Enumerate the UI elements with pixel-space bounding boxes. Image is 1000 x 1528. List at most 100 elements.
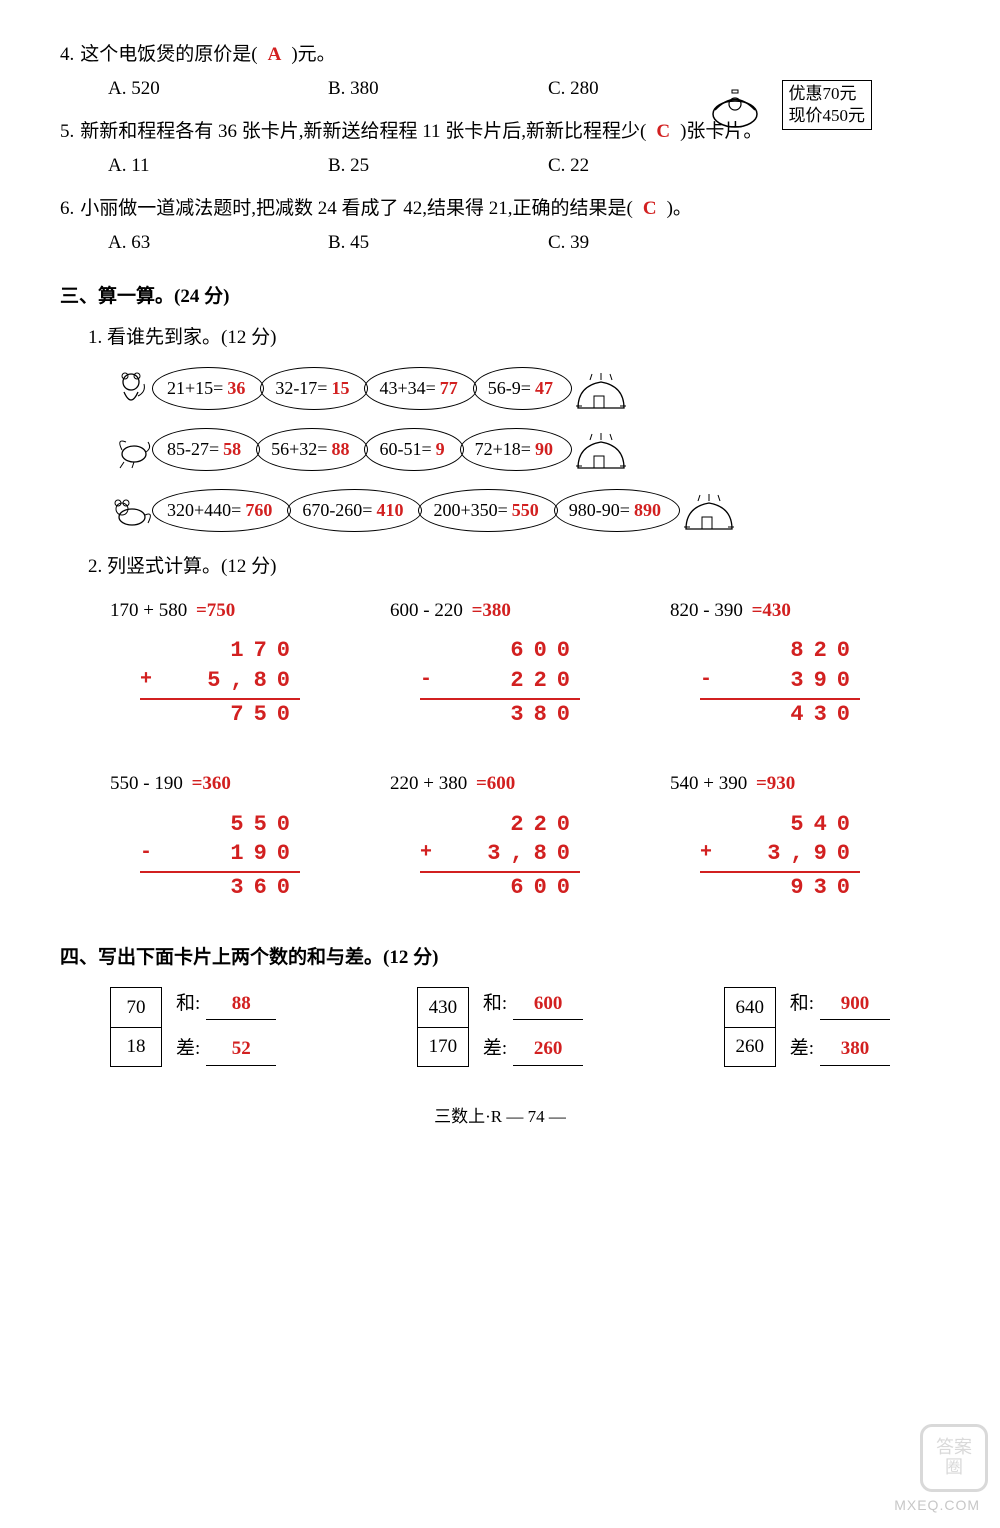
- calc-bubble: 60-51=9: [364, 428, 463, 471]
- card-b: 260: [724, 1027, 776, 1067]
- choice-a: A. 520: [108, 74, 328, 104]
- calc-bubble: 980-90=890: [554, 489, 680, 532]
- race-row: 320+440=760670-260=410200+350=550980-90=…: [110, 489, 940, 532]
- animal-icon: [110, 428, 152, 470]
- v-header: 540 + 390: [670, 773, 752, 794]
- ans: 88: [327, 435, 353, 464]
- vertical-row-1: 170 + 580 =750 170+5,80750 600 - 220 =3806…: [110, 596, 900, 729]
- choice-b: B. 45: [328, 228, 548, 258]
- choice-c: C. 22: [548, 151, 768, 181]
- expr: 56+32=: [271, 435, 327, 464]
- v-header: 820 - 390: [670, 600, 748, 621]
- page-footer: 三数上·R — 74 —: [60, 1103, 940, 1130]
- v-ans: =750: [192, 600, 239, 621]
- choice-c: C. 39: [548, 228, 768, 258]
- calc-bubble: 56-9=47: [473, 367, 572, 410]
- expr: 32-17=: [275, 374, 327, 403]
- vertical-calc: 540 + 390 =930540+3,90930: [670, 769, 900, 902]
- card-stack: 7018: [110, 987, 162, 1067]
- card-a: 430: [417, 987, 469, 1027]
- v-ans: =600: [472, 773, 519, 794]
- sum-ans: 88: [206, 989, 276, 1020]
- ans: 36: [223, 374, 249, 403]
- calc-bubble: 43+34=77: [364, 367, 476, 410]
- card-group: 640260 和:900 差:380: [724, 987, 890, 1067]
- vertical-calc: 220 + 380 =600220+3,80600: [390, 769, 620, 902]
- ans: 77: [436, 374, 462, 403]
- q-text: 这个电饭煲的原价是(: [80, 40, 257, 70]
- card-b: 18: [110, 1027, 162, 1067]
- ans: 410: [372, 496, 407, 525]
- ans: 47: [531, 374, 557, 403]
- section-3-title: 三、算一算。(24 分): [60, 282, 940, 312]
- promo-box: 优惠70元 现价450元: [782, 80, 873, 130]
- expr: 85-27=: [167, 435, 219, 464]
- sum-ans: 900: [820, 989, 890, 1020]
- diff-ans: 260: [513, 1034, 583, 1065]
- expr: 72+18=: [475, 435, 531, 464]
- expr: 670-260=: [302, 496, 372, 525]
- v-work: 170+5,80750: [140, 636, 300, 729]
- v-ans: =360: [188, 773, 235, 794]
- v-ans: =430: [748, 600, 795, 621]
- card-a: 70: [110, 987, 162, 1027]
- q-answer: A: [264, 40, 286, 70]
- sub-3-1: 1. 看谁先到家。(12 分): [88, 323, 940, 353]
- expr: 56-9=: [488, 374, 531, 403]
- q-answer: C: [652, 117, 674, 147]
- expr: 21+15=: [167, 374, 223, 403]
- q-num: 6.: [60, 194, 74, 224]
- card-stack: 640260: [724, 987, 776, 1067]
- vertical-calc: 820 - 390 =430820-390430: [670, 596, 900, 729]
- house-icon: [572, 368, 630, 410]
- calc-bubble: 56+32=88: [256, 428, 368, 471]
- animal-icon: [110, 489, 152, 531]
- v-ans: =380: [468, 600, 515, 621]
- sum-line: 和:600: [483, 989, 583, 1020]
- q-num: 4.: [60, 40, 74, 70]
- sub-3-2: 2. 列竖式计算。(12 分): [88, 552, 940, 582]
- v-header: 170 + 580: [110, 600, 192, 621]
- sum-line: 和:900: [790, 989, 890, 1020]
- card-group: 7018和:88差:52: [110, 987, 276, 1067]
- ans: 9: [432, 435, 449, 464]
- ans: 550: [508, 496, 543, 525]
- sum-line: 和:88: [176, 989, 276, 1020]
- expr: 980-90=: [569, 496, 630, 525]
- vertical-calc: 550 - 190 =360550-190360: [110, 769, 340, 902]
- calc-bubble: 200+350=550: [418, 489, 557, 532]
- card-group: 430170 和:600 差:260: [417, 987, 583, 1067]
- calc-bubble: 32-17=15: [260, 367, 368, 410]
- ans: 90: [531, 435, 557, 464]
- animal-icon: [110, 368, 152, 410]
- v-header: 600 - 220: [390, 600, 468, 621]
- question-4: 4. 这个电饭煲的原价是( A )元。 A. 520 B. 380 C. 280…: [60, 40, 940, 105]
- sum-ans: 600: [513, 989, 583, 1020]
- ans: 58: [219, 435, 245, 464]
- race-row: 21+15=3632-17=1543+34=7756-9=47: [110, 367, 940, 410]
- diff-line: 差:380: [790, 1034, 890, 1065]
- choice-a: A. 11: [108, 151, 328, 181]
- q-text: 小丽做一道减法题时,把减数 24 看成了 42,结果得 21,正确的结果是(: [80, 194, 633, 224]
- v-ans: =930: [752, 773, 799, 794]
- calc-bubble: 320+440=760: [152, 489, 291, 532]
- ans: 760: [241, 496, 276, 525]
- race-row: 85-27=5856+32=8860-51=972+18=90: [110, 428, 940, 471]
- v-header: 550 - 190: [110, 773, 188, 794]
- ans: 15: [327, 374, 353, 403]
- q-text: )。: [667, 194, 692, 224]
- choice-b: B. 380: [328, 74, 548, 104]
- card-stack: 430170: [417, 987, 469, 1067]
- q-answer: C: [639, 194, 661, 224]
- vertical-calc: 600 - 220 =380600-220380: [390, 596, 620, 729]
- diff-line: 差:260: [483, 1034, 583, 1065]
- choice-a: A. 63: [108, 228, 328, 258]
- vertical-calc: 170 + 580 =750 170+5,80750: [110, 596, 340, 729]
- vertical-row-2: 550 - 190 =360550-190360 220 + 380 =60022…: [110, 769, 900, 902]
- choice-b: B. 25: [328, 151, 548, 181]
- promo-line1: 优惠70元: [789, 83, 866, 105]
- v-header: 220 + 380: [390, 773, 472, 794]
- rice-cooker-icon: [710, 86, 760, 128]
- q-text: 新新和程程各有 36 张卡片,新新送给程程 11 张卡片后,新新比程程少(: [80, 117, 646, 147]
- calc-bubble: 85-27=58: [152, 428, 260, 471]
